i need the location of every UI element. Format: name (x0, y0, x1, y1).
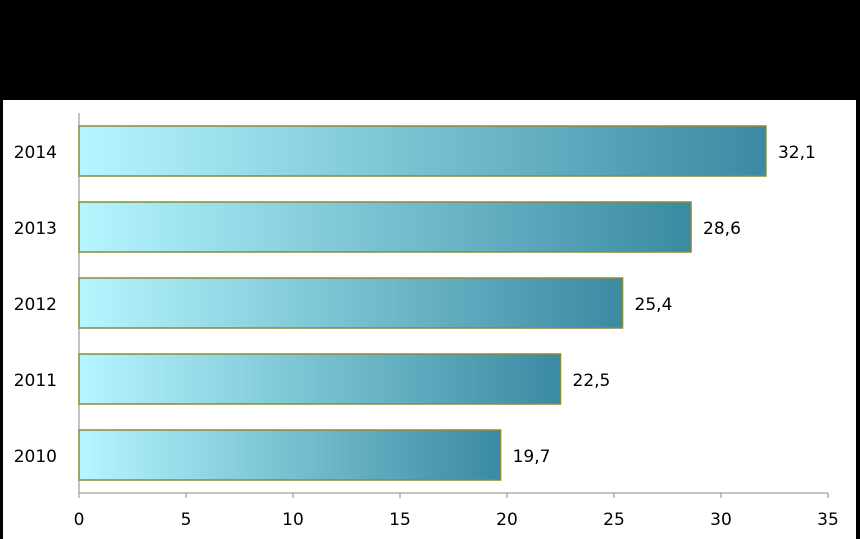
bar (78, 201, 692, 253)
x-tick-label: 30 (710, 510, 732, 530)
y-tick-label: 2013 (14, 219, 57, 239)
y-tick-label: 2011 (14, 371, 57, 391)
x-tick-label: 20 (496, 510, 518, 530)
x-tick-label: 35 (817, 510, 839, 530)
value-label: 25,4 (635, 295, 673, 315)
bar (78, 277, 624, 329)
x-tick-label: 10 (282, 510, 304, 530)
value-label: 28,6 (703, 219, 741, 239)
bar (78, 429, 502, 481)
y-tick-label: 2010 (14, 447, 57, 467)
bar (78, 125, 767, 177)
value-label: 19,7 (513, 447, 551, 467)
x-tick-label: 15 (389, 510, 411, 530)
value-label: 22,5 (573, 371, 611, 391)
y-tick-label: 2012 (14, 295, 57, 315)
x-tick-label: 25 (603, 510, 625, 530)
y-tick-label: 2014 (14, 143, 57, 163)
bar (78, 353, 562, 405)
x-tick-label: 0 (74, 510, 85, 530)
x-tick-label: 5 (181, 510, 192, 530)
value-label: 32,1 (778, 143, 816, 163)
